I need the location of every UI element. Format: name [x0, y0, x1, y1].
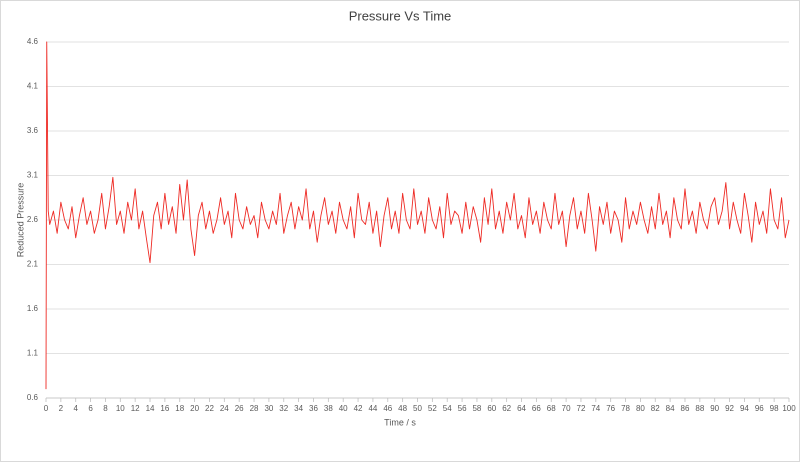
x-tick-label: 24	[220, 404, 229, 413]
x-tick-label: 64	[517, 404, 526, 413]
x-tick-label: 96	[755, 404, 764, 413]
x-tick-label: 18	[175, 404, 184, 413]
x-tick-label: 30	[264, 404, 273, 413]
x-tick-label: 34	[294, 404, 303, 413]
y-tick-label: 3.1	[27, 171, 39, 180]
x-tick-label: 22	[205, 404, 214, 413]
x-tick-label: 70	[562, 404, 571, 413]
x-tick-label: 16	[160, 404, 169, 413]
y-tick-label: 4.6	[27, 37, 39, 46]
x-tick-label: 8	[103, 404, 108, 413]
x-tick-label: 40	[339, 404, 348, 413]
x-tick-label: 20	[190, 404, 199, 413]
x-tick-label: 78	[621, 404, 630, 413]
chart-title: Pressure Vs Time	[349, 8, 452, 23]
x-tick-label: 92	[725, 404, 734, 413]
x-tick-label: 28	[250, 404, 259, 413]
x-tick-label: 58	[472, 404, 481, 413]
y-tick-label: 1.6	[27, 304, 39, 313]
y-axis-label: Reduced Pressure	[15, 183, 25, 258]
x-tick-label: 76	[606, 404, 615, 413]
x-tick-label: 0	[44, 404, 49, 413]
x-tick-label: 56	[458, 404, 467, 413]
x-tick-label: 60	[487, 404, 496, 413]
x-tick-label: 38	[324, 404, 333, 413]
y-tick-label: 2.1	[27, 260, 39, 269]
x-tick-label: 84	[666, 404, 675, 413]
x-tick-label: 6	[88, 404, 93, 413]
x-tick-label: 4	[73, 404, 78, 413]
y-tick-label: 4.1	[27, 82, 39, 91]
x-tick-label: 50	[413, 404, 422, 413]
x-tick-label: 48	[398, 404, 407, 413]
x-tick-label: 46	[383, 404, 392, 413]
x-tick-label: 26	[235, 404, 244, 413]
x-tick-label: 62	[502, 404, 511, 413]
x-tick-label: 66	[532, 404, 541, 413]
x-tick-label: 68	[547, 404, 556, 413]
x-tick-label: 72	[577, 404, 586, 413]
x-tick-label: 32	[279, 404, 288, 413]
x-tick-label: 80	[636, 404, 645, 413]
y-tick-label: 3.6	[27, 126, 39, 135]
data-line	[45, 41, 790, 390]
y-tick-label: 1.1	[27, 349, 39, 358]
x-tick-label: 52	[428, 404, 437, 413]
x-tick-label: 10	[116, 404, 125, 413]
x-axis-label: Time / s	[384, 417, 416, 427]
x-tick-label: 14	[146, 404, 155, 413]
x-tick-label: 12	[131, 404, 140, 413]
y-tick-label: 0.6	[27, 393, 39, 402]
x-tick-label: 88	[695, 404, 704, 413]
x-tick-label: 36	[309, 404, 318, 413]
x-tick-label: 90	[710, 404, 719, 413]
x-tick-label: 86	[681, 404, 690, 413]
x-tick-label: 98	[770, 404, 779, 413]
x-tick-label: 42	[354, 404, 363, 413]
x-tick-label: 82	[651, 404, 660, 413]
x-tick-label: 100	[782, 404, 796, 413]
x-tick-label: 54	[443, 404, 452, 413]
x-tick-label: 94	[740, 404, 749, 413]
x-tick-label: 74	[591, 404, 600, 413]
x-tick-label: 44	[368, 404, 377, 413]
x-tick-label: 2	[59, 404, 64, 413]
y-tick-label: 2.6	[27, 215, 39, 224]
